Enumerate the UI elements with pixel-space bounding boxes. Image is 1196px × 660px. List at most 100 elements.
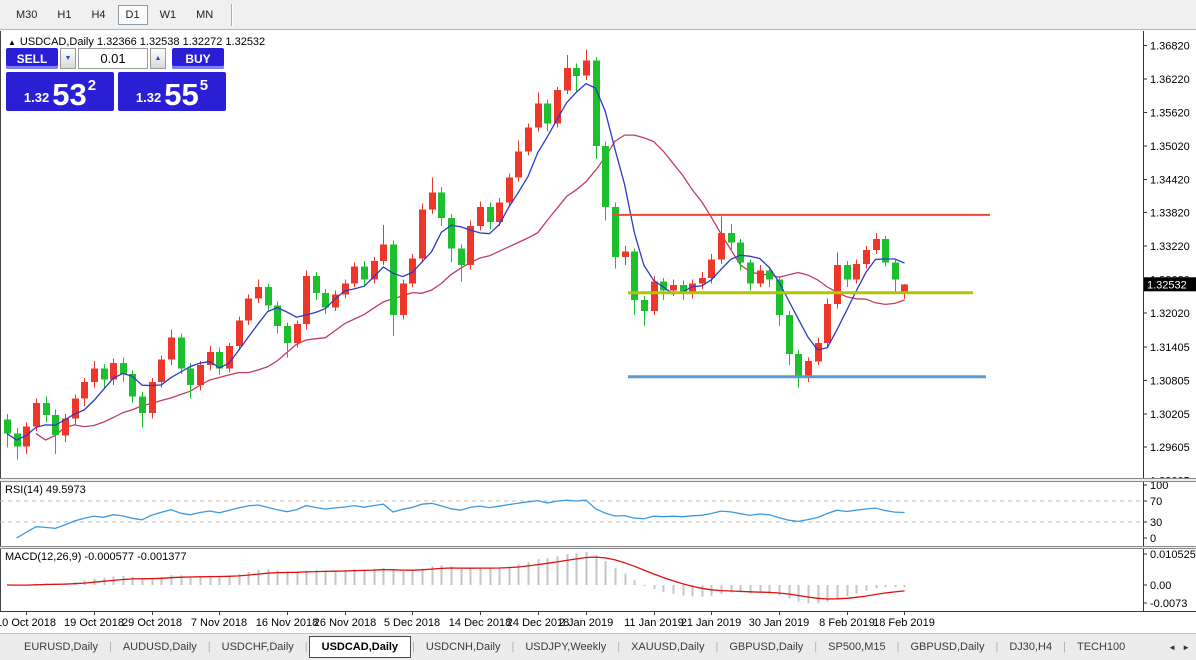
price-axis-label: 1.31405: [1150, 342, 1190, 354]
date-tick-label: 16 Nov 2018: [255, 617, 319, 629]
sell-button[interactable]: SELL: [6, 48, 58, 69]
current-price-value: 1.32532: [1147, 279, 1187, 291]
lot-decrease-button[interactable]: ▼: [60, 48, 76, 69]
tab-AUDUSD-Daily[interactable]: AUDUSD,Daily: [122, 641, 197, 653]
date-tick: [26, 612, 27, 615]
pane-splitter[interactable]: [0, 478, 1196, 482]
collapse-arrow-icon[interactable]: ▲: [8, 38, 16, 47]
price-axis-label: 1.32020: [1150, 308, 1190, 320]
date-tick: [480, 612, 481, 615]
lot-size-input[interactable]: 0.01: [78, 48, 148, 69]
sell-price-big: 53: [52, 77, 87, 112]
price-axis-label: 1.36220: [1150, 74, 1190, 86]
macd-pane[interactable]: 0.010525 0.00 -0.0073 MACD(12,26,9) -0.000…: [0, 549, 1196, 611]
chart-header: ▲ USDCAD,Daily 1.32366 1.32538 1.32272 1.…: [8, 36, 265, 48]
date-tick: [94, 612, 95, 615]
tab-scroll-arrows: ◄ ►: [1168, 643, 1190, 652]
price-axis-label: 1.33820: [1150, 208, 1190, 220]
date-tick: [847, 612, 848, 615]
price-axis[interactable]: 1.36820 1.36220 1.35620 1.35020 1.34420 1.338…: [1143, 41, 1196, 478]
date-tick: [219, 612, 220, 615]
timeframe-button-H1[interactable]: H1: [49, 5, 79, 25]
chart-ohlc-values: 1.32366 1.32538 1.32272 1.32532: [96, 36, 266, 48]
lot-increase-button[interactable]: ▲: [150, 48, 166, 69]
price-axis-label: 1.29005: [1150, 476, 1190, 478]
tab-DJ30-H4[interactable]: DJ30,H4: [1009, 641, 1053, 653]
price-axis-label: 1.34420: [1150, 174, 1190, 186]
timeframe-button-D1[interactable]: D1: [117, 4, 148, 25]
date-tick: [779, 612, 780, 615]
one-click-trading-panel: SELL ▼ 0.01 ▲ BUY 1.32 53 2 1.32 55 5: [6, 48, 230, 111]
date-tick-label: 18 Feb 2019: [873, 617, 935, 629]
rsi-plot[interactable]: 100 70 30 0: [0, 482, 1196, 546]
date-tick-label: 8 Feb 2019: [819, 617, 875, 629]
tab-separator: |: [896, 641, 900, 653]
sell-price-display[interactable]: 1.32 53 2: [6, 72, 114, 111]
buy-price-sup: 5: [199, 77, 209, 94]
tab-GBPUSD-Daily[interactable]: GBPUSD,Daily: [910, 641, 985, 653]
tab-USDJPY-Weekly[interactable]: USDJPY,Weekly: [525, 641, 607, 653]
candles-group: [4, 49, 908, 460]
tab-EURUSD-Daily[interactable]: EURUSD,Daily: [24, 641, 98, 653]
candlestick-chart[interactable]: 1.36820 1.36220 1.35620 1.35020 1.34420 1.338…: [0, 31, 1196, 478]
main-chart-pane[interactable]: 1.36820 1.36220 1.35620 1.35020 1.34420 1.338…: [0, 31, 1196, 478]
rsi-pane[interactable]: 100 70 30 0 RSI(14) 49.5973: [0, 482, 1196, 546]
tab-USDCNH-Daily[interactable]: USDCNH,Daily: [425, 641, 501, 653]
macd-label: MACD(12,26,9) -0.000577 -0.001377: [5, 551, 187, 563]
date-tick-label: 7 Nov 2018: [190, 617, 248, 629]
current-price-tag: [1144, 277, 1196, 292]
tab-separator: |: [511, 641, 515, 653]
tab-TECH100[interactable]: TECH100: [1076, 641, 1126, 653]
macd-histogram: [16, 552, 906, 604]
scroll-right-icon[interactable]: ►: [1182, 642, 1190, 652]
timeframe-button-W1[interactable]: W1: [152, 5, 185, 25]
macd-plot[interactable]: 0.010525 0.00 -0.0073: [0, 549, 1196, 611]
buy-price-big: 55: [164, 77, 199, 112]
price-axis-label: 1.29605: [1150, 442, 1190, 454]
price-axis-label: 1.33220: [1150, 241, 1190, 253]
date-axis[interactable]: 10 Oct 2018 19 Oct 2018 29 Oct 2018 7 Nov 2…: [0, 611, 1196, 633]
sell-price-base: 1.32: [23, 90, 50, 105]
date-tick: [711, 612, 712, 615]
tab-separator: |: [814, 641, 818, 653]
scroll-left-icon[interactable]: ◄: [1168, 642, 1177, 652]
buy-button[interactable]: BUY: [172, 48, 224, 69]
tab-separator: |: [412, 641, 415, 653]
macd-axis-label: -0.0073: [1150, 598, 1187, 610]
rsi-axis-label: 100: [1150, 482, 1168, 492]
pane-splitter[interactable]: [0, 546, 1196, 549]
price-axis-label: 1.30205: [1150, 409, 1190, 421]
macd-axis-label: 0.010525: [1150, 549, 1196, 561]
buy-price-display[interactable]: 1.32 55 5: [118, 72, 226, 111]
date-tick-label: 2 Jan 2019: [558, 617, 614, 629]
tab-GBPUSD-Daily[interactable]: GBPUSD,Daily: [729, 641, 804, 653]
date-tick-label: 14 Dec 2018: [448, 617, 512, 629]
rsi-label: RSI(14) 49.5973: [5, 484, 86, 496]
date-tick: [654, 612, 655, 615]
date-tick-label: 10 Oct 2018: [0, 617, 56, 629]
chevron-down-icon: ▼: [64, 55, 72, 62]
rsi-axis[interactable]: 100 70 30 0: [1143, 482, 1169, 545]
tab-USDCHF-Daily[interactable]: USDCHF,Daily: [221, 641, 294, 653]
timeframe-button-H4[interactable]: H4: [83, 5, 113, 25]
sell-price-sup: 2: [87, 77, 97, 94]
macd-axis[interactable]: 0.010525 0.00 -0.0073: [1143, 549, 1196, 610]
date-tick-label: 19 Oct 2018: [64, 617, 124, 629]
rsi-axis-label: 70: [1150, 496, 1162, 508]
rsi-axis-label: 0: [1150, 533, 1156, 545]
date-tick-label: 30 Jan 2019: [748, 617, 810, 629]
rsi-axis-label: 30: [1150, 517, 1162, 529]
tab-USDCAD-Daily[interactable]: USDCAD,Daily: [308, 636, 412, 658]
macd-axis-label: 0.00: [1150, 580, 1171, 592]
buy-price-base: 1.32: [135, 90, 162, 105]
price-axis-label: 1.35620: [1150, 108, 1190, 120]
date-tick: [586, 612, 587, 615]
date-tick-label: 26 Nov 2018: [313, 617, 377, 629]
timeframe-button-M30[interactable]: M30: [8, 5, 45, 25]
timeframe-button-MN[interactable]: MN: [188, 5, 221, 25]
tab-separator: |: [207, 641, 211, 653]
tab-SP500-M15[interactable]: SP500,M15: [828, 641, 886, 653]
date-tick: [412, 612, 413, 615]
tab-separator: |: [995, 641, 999, 653]
tab-XAUUSD-Daily[interactable]: XAUUSD,Daily: [631, 641, 705, 653]
